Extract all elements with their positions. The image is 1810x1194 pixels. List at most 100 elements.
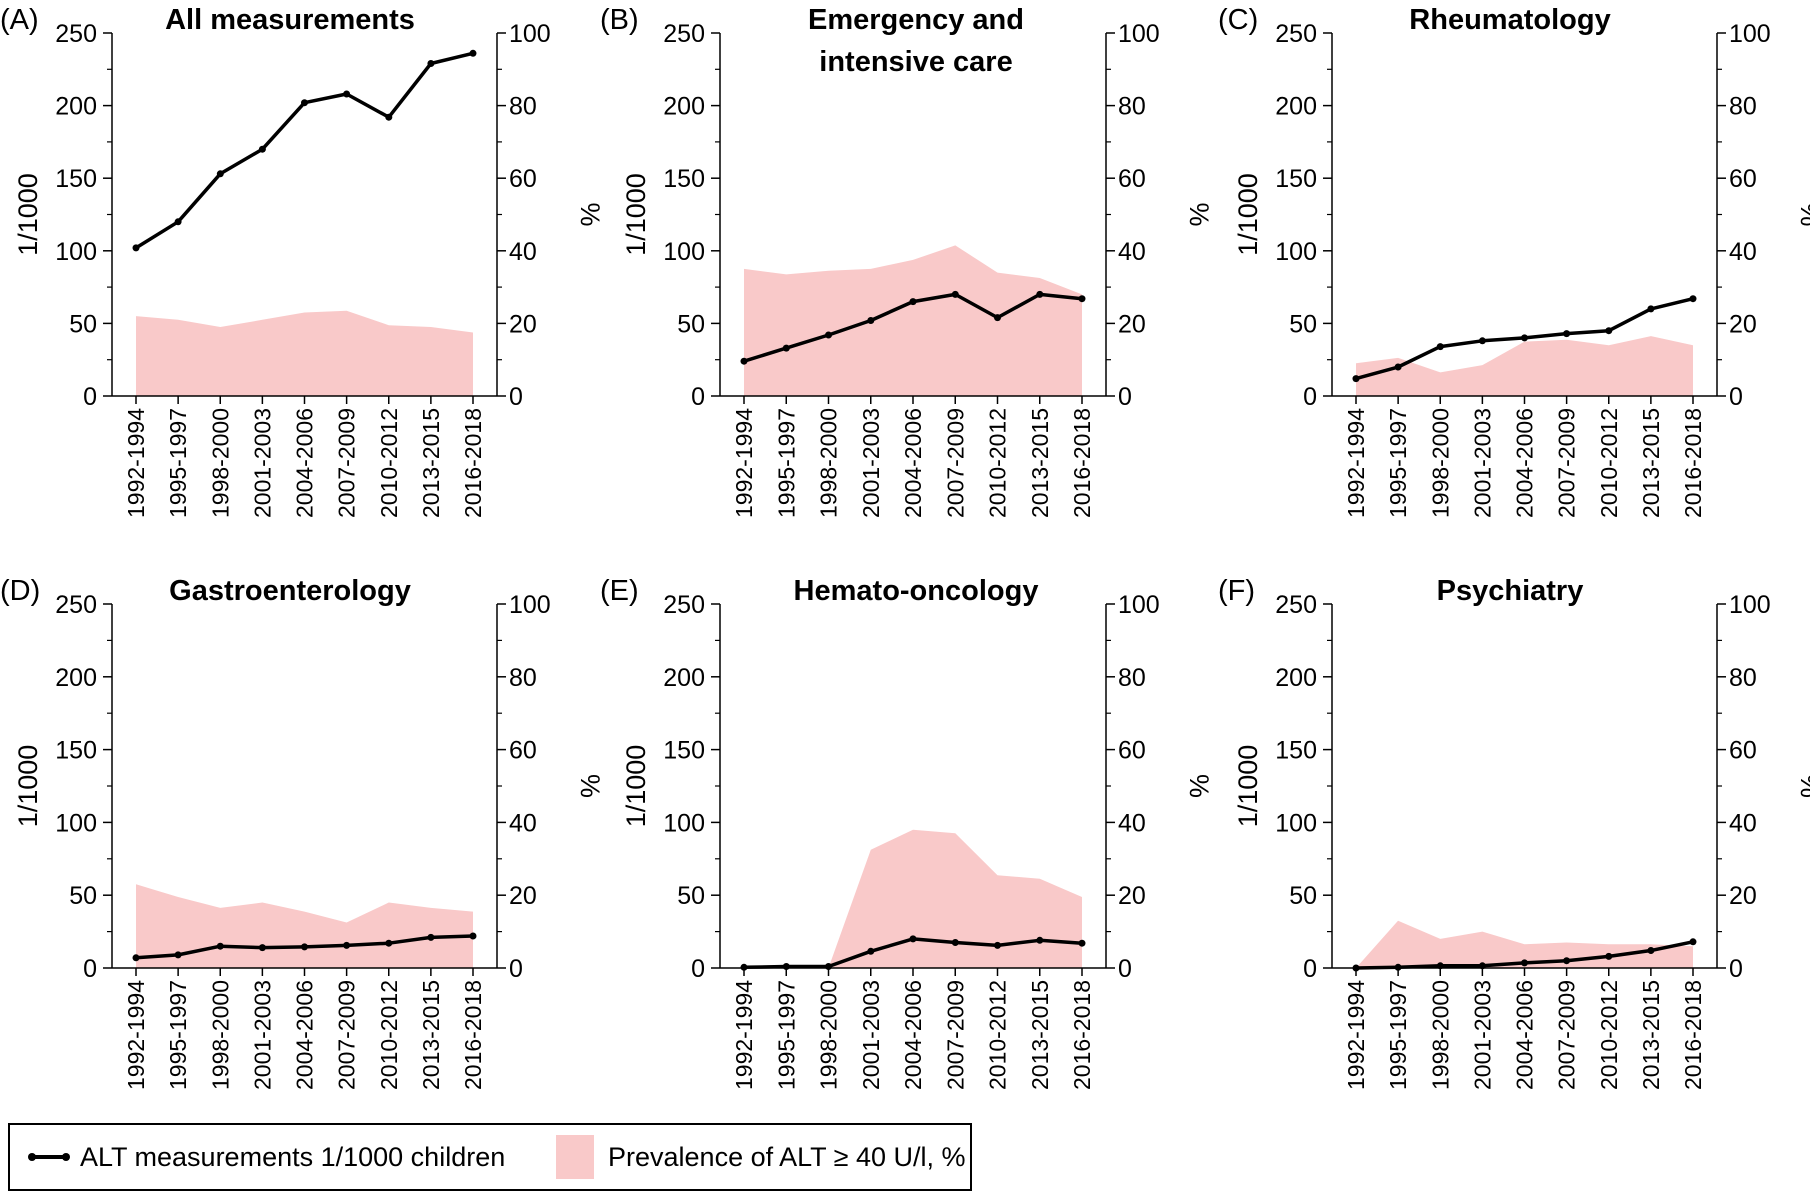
panel-letter: (F) — [1218, 575, 1255, 607]
left-tick-label: 0 — [691, 955, 705, 983]
x-tick-label: 2007-2009 — [334, 408, 360, 518]
measurement-point — [1478, 962, 1486, 970]
x-tick-label: 2007-2009 — [1554, 408, 1580, 518]
x-tick-label: 2013-2015 — [418, 980, 444, 1090]
measurement-point — [343, 941, 351, 949]
x-tick-label: 2010-2012 — [376, 980, 402, 1090]
left-tick-label: 50 — [1289, 310, 1317, 338]
measurement-point — [951, 939, 959, 946]
left-tick-label: 150 — [1275, 165, 1317, 193]
x-tick-label: 2004-2006 — [1512, 408, 1538, 518]
measurement-point — [782, 963, 790, 970]
x-tick-label: 1992-1994 — [1343, 980, 1369, 1090]
x-tick-label: 2004-2006 — [292, 408, 318, 518]
left-axis-title: 1/1000 — [621, 173, 651, 256]
x-tick-label: 2016-2018 — [1680, 408, 1706, 518]
x-tick-label: 1995-1997 — [773, 980, 799, 1090]
x-tick-label: 2010-2012 — [985, 980, 1011, 1090]
measurement-point — [1078, 295, 1086, 303]
right-tick-label: 20 — [1118, 882, 1146, 910]
x-tick-label: 2001-2003 — [858, 980, 884, 1090]
left-tick-label: 250 — [55, 20, 97, 48]
prevalence-area — [744, 829, 1082, 968]
measurement-point — [132, 244, 140, 252]
x-tick-label: 2007-2009 — [942, 980, 968, 1090]
left-tick-label: 250 — [1275, 20, 1317, 48]
panel-letter: (A) — [0, 4, 39, 36]
measurement-point — [427, 933, 435, 941]
right-tick-label: 100 — [1729, 20, 1771, 48]
left-tick-label: 250 — [1275, 591, 1317, 619]
left-tick-label: 100 — [1275, 238, 1317, 266]
measurement-point — [1563, 957, 1571, 965]
right-tick-label: 60 — [1729, 165, 1757, 193]
right-tick-label: 80 — [509, 93, 537, 121]
measurement-point — [1521, 334, 1528, 342]
left-tick-label: 50 — [69, 310, 97, 338]
x-tick-label: 2004-2006 — [900, 980, 926, 1090]
x-tick-label: 2010-2012 — [1596, 980, 1622, 1090]
right-tick-label: 60 — [509, 737, 537, 765]
measurement-point — [867, 947, 875, 955]
legend-label-measurements: ALT measurements 1/1000 children — [80, 1141, 506, 1172]
left-axis-title: 1/1000 — [13, 173, 43, 256]
x-tick-label: 2004-2006 — [292, 980, 318, 1090]
right-tick-label: 0 — [509, 383, 523, 411]
measurement-point — [951, 290, 959, 298]
measurement-point — [1036, 290, 1044, 298]
x-tick-label: 1992-1994 — [123, 408, 149, 518]
x-tick-label: 2007-2009 — [334, 980, 360, 1090]
right-tick-label: 0 — [1729, 383, 1743, 411]
right-tick-label: 100 — [1118, 20, 1160, 48]
measurement-point — [1689, 938, 1697, 946]
left-tick-label: 50 — [69, 882, 97, 910]
right-tick-label: 100 — [509, 591, 551, 619]
legend-line-marker-icon — [28, 1153, 70, 1161]
left-tick-label: 250 — [663, 20, 705, 48]
x-tick-label: 2016-2018 — [460, 408, 486, 518]
right-axis-title: % — [1184, 202, 1214, 226]
x-tick-label: 2007-2009 — [942, 408, 968, 518]
prevalence-area — [1356, 336, 1693, 396]
measurement-point — [740, 963, 748, 971]
legend-area-swatch — [556, 1135, 594, 1179]
left-tick-label: 100 — [1275, 809, 1317, 837]
measurement-point — [1647, 947, 1655, 954]
left-tick-label: 0 — [83, 383, 97, 411]
measurement-point — [1647, 305, 1655, 313]
left-tick-label: 100 — [55, 809, 97, 837]
right-tick-label: 0 — [1118, 955, 1132, 983]
measurement-point — [1394, 363, 1402, 371]
measurement-point — [343, 90, 351, 98]
measurement-point — [1352, 964, 1360, 972]
left-tick-label: 200 — [1275, 664, 1317, 692]
left-tick-label: 200 — [55, 93, 97, 121]
measurement-point — [909, 935, 917, 943]
right-tick-label: 40 — [1118, 238, 1146, 266]
left-tick-label: 150 — [1275, 737, 1317, 765]
measurement-point — [1436, 962, 1444, 970]
panel-title: Psychiatry — [1437, 575, 1584, 607]
panel-letter: (E) — [600, 575, 639, 607]
x-tick-label: 2010-2012 — [376, 408, 402, 518]
right-axis-title: % — [575, 774, 605, 798]
left-axis-title: 1/1000 — [1233, 745, 1263, 828]
x-tick-label: 2004-2006 — [900, 408, 926, 518]
left-tick-label: 100 — [55, 238, 97, 266]
right-tick-label: 40 — [1729, 238, 1757, 266]
prevalence-area — [744, 245, 1082, 396]
measurement-point — [258, 944, 266, 952]
measurement-point — [427, 60, 435, 67]
x-tick-label: 2013-2015 — [1027, 980, 1053, 1090]
chart-panel-c: 0 50 100 150 200 250 0 20 40 60 80 100 1992-1994 1995… — [1218, 4, 1810, 518]
measurement-point — [825, 331, 832, 339]
left-tick-label: 50 — [677, 882, 705, 910]
x-tick-label: 1998-2000 — [816, 980, 842, 1090]
right-tick-label: 40 — [509, 238, 537, 266]
panel-title: intensive care — [819, 46, 1012, 78]
measurement-point — [1478, 337, 1486, 345]
x-tick-label: 2016-2018 — [1680, 980, 1706, 1090]
right-tick-label: 80 — [1118, 664, 1146, 692]
measurements-line — [135, 51, 474, 250]
